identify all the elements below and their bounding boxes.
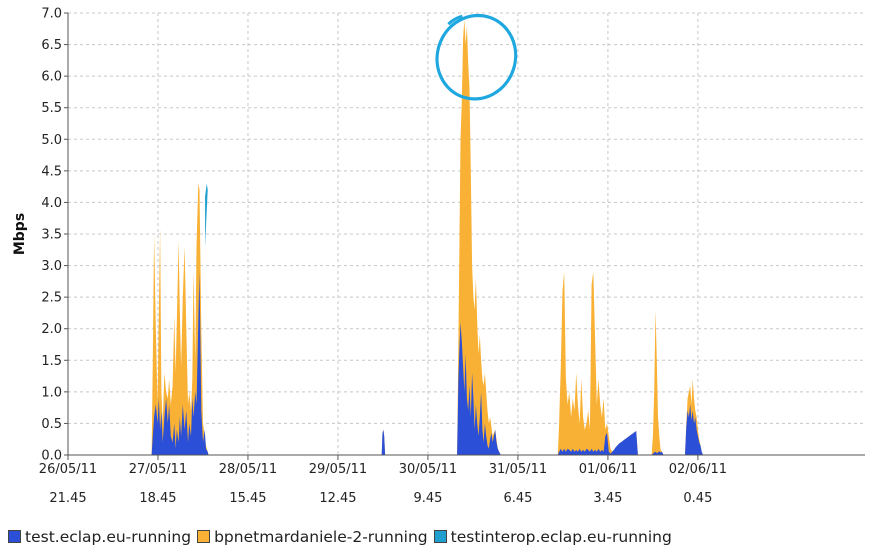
- y-axis-label: Mbps: [12, 213, 28, 255]
- y-tick-label: 1.5: [41, 354, 62, 369]
- y-tick-label: 2.0: [41, 322, 62, 337]
- x-tick-date-label: 01/06/11: [579, 462, 637, 477]
- axes: [64, 12, 865, 460]
- legend-swatch: [433, 530, 447, 543]
- x-tick-time-label: 15.45: [229, 491, 266, 506]
- x-tick-time-label: 21.45: [49, 491, 86, 506]
- x-tick-date-label: 02/06/11: [669, 462, 727, 477]
- legend: test.eclap.eu-running bpnetmardaniele-2-r…: [8, 528, 868, 546]
- legend-label: testinterop.eclap.eu-running: [450, 528, 672, 546]
- x-tick-date-label: 28/05/11: [219, 462, 277, 477]
- y-tick-label: 3.5: [41, 228, 62, 243]
- y-tick-label: 6.5: [41, 38, 62, 53]
- y-tick-label: 0.5: [41, 417, 62, 432]
- x-tick-time-label: 18.45: [139, 491, 176, 506]
- series-areas: [151, 19, 704, 456]
- annotations: [435, 13, 518, 101]
- x-tick-time-label: 12.45: [319, 491, 356, 506]
- legend-item: testinterop.eclap.eu-running: [433, 528, 672, 546]
- y-tick-label: 5.0: [41, 133, 62, 148]
- x-tick-date-label: 27/05/11: [129, 462, 187, 477]
- x-tick-time-label: 6.45: [503, 491, 532, 506]
- annotation-stroke-tail: [447, 14, 463, 26]
- series-area-bpnetmardaniele-2-running: [151, 19, 704, 456]
- y-tick-label: 1.0: [41, 385, 62, 400]
- x-tick-date-label: 30/05/11: [399, 462, 457, 477]
- y-tick-label: 4.5: [41, 164, 62, 179]
- legend-item: test.eclap.eu-running: [8, 528, 191, 546]
- tick-labels: 0.0 0.5 1.0 1.5 2.0 2.5 3.0 3.5 4.0 4.5 5.0 5.5 6.0 6…: [39, 7, 727, 507]
- x-tick-date-label: 29/05/11: [309, 462, 367, 477]
- y-tick-label: 6.0: [41, 70, 62, 85]
- x-tick-time-label: 9.45: [413, 491, 442, 506]
- legend-label: bpnetmardaniele-2-running: [214, 528, 428, 546]
- x-tick-date-label: 31/05/11: [489, 462, 547, 477]
- legend-swatch: [8, 530, 21, 543]
- legend-label: test.eclap.eu-running: [25, 528, 192, 546]
- y-tick-label: 5.5: [41, 101, 62, 116]
- legend-item: bpnetmardaniele-2-running: [197, 528, 428, 546]
- x-tick-date-label: 26/05/11: [39, 462, 97, 477]
- series-area-testinterop-eclap-eu-running: [205, 183, 208, 247]
- y-tick-label: 7.0: [41, 7, 62, 22]
- x-tick-time-label: 0.45: [683, 491, 712, 506]
- y-tick-label: 2.5: [41, 291, 62, 306]
- annotation-circle: [435, 13, 518, 101]
- x-tick-time-label: 3.45: [593, 491, 622, 506]
- legend-swatch: [197, 530, 211, 543]
- y-tick-label: 3.0: [41, 259, 62, 274]
- y-tick-label: 0.0: [41, 449, 62, 464]
- y-tick-label: 4.0: [41, 196, 62, 211]
